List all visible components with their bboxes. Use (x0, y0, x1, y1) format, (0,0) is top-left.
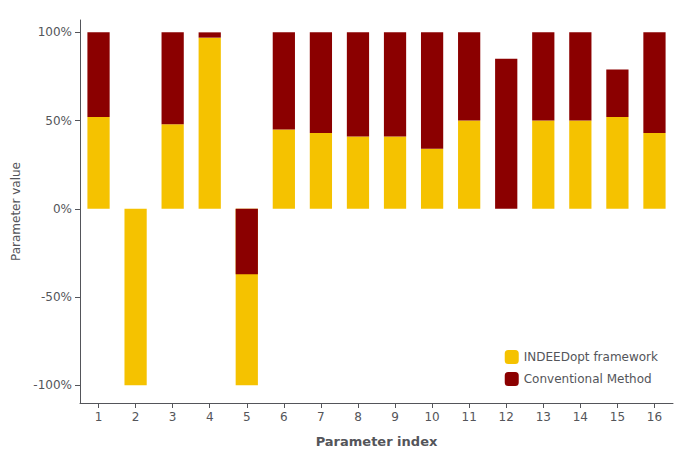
svg-text:100%: 100% (38, 25, 72, 39)
svg-text:Conventional Method: Conventional Method (524, 372, 652, 386)
svg-text:13: 13 (536, 410, 551, 424)
svg-text:9: 9 (391, 410, 399, 424)
svg-text:7: 7 (317, 410, 325, 424)
svg-text:10: 10 (424, 410, 439, 424)
svg-text:12: 12 (499, 410, 514, 424)
svg-text:5: 5 (243, 410, 251, 424)
svg-text:15: 15 (610, 410, 625, 424)
svg-text:50%: 50% (45, 114, 72, 128)
svg-text:8: 8 (354, 410, 362, 424)
svg-text:2: 2 (132, 410, 140, 424)
svg-text:0%: 0% (53, 202, 72, 216)
svg-text:INDEEDopt framework: INDEEDopt framework (524, 350, 658, 364)
svg-text:Parameter value: Parameter value (9, 162, 23, 261)
svg-text:-100%: -100% (33, 378, 72, 392)
svg-text:16: 16 (647, 410, 662, 424)
svg-text:-50%: -50% (41, 290, 72, 304)
svg-text:14: 14 (573, 410, 588, 424)
svg-text:11: 11 (462, 410, 477, 424)
svg-text:4: 4 (206, 410, 214, 424)
svg-text:Parameter index: Parameter index (316, 434, 438, 449)
svg-text:6: 6 (280, 410, 288, 424)
svg-text:1: 1 (95, 410, 103, 424)
svg-text:3: 3 (169, 410, 177, 424)
